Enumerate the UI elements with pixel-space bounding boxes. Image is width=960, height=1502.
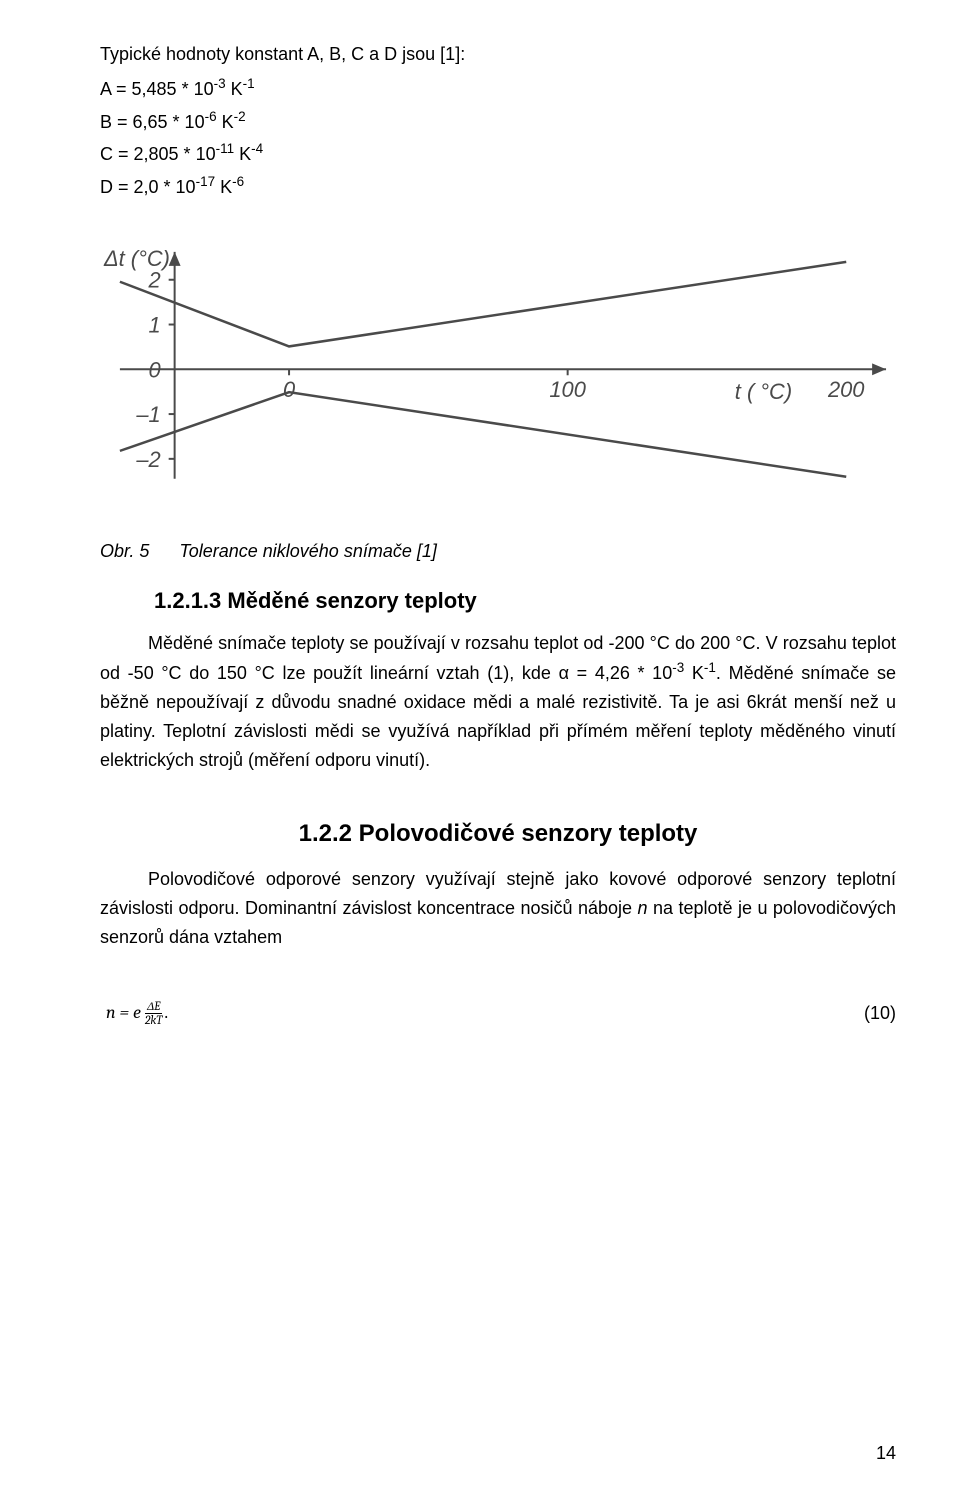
equation-10: n = e ΔE 2kT . (10): [100, 999, 896, 1028]
heading-1-2-2: 1.2.2 Polovodičové senzory teploty: [100, 815, 896, 853]
const-a-exp: -3: [214, 76, 226, 91]
equation-10-number: (10): [168, 999, 896, 1028]
heading-1-2-1-3-num: 1.2.1.3: [154, 588, 221, 613]
tolerance-chart: 2 1 0 –1 –2 0 100 200 Δt (°C) t ( °C): [100, 230, 896, 509]
p1-c: K: [684, 663, 704, 683]
constants-heading: Typické hodnoty konstant A, B, C a D jso…: [100, 40, 896, 69]
const-d-unit: K: [215, 177, 232, 197]
heading-1-2-2-title: Polovodičové senzory teploty: [352, 820, 697, 847]
const-d-exp: -17: [196, 174, 216, 189]
heading-1-2-1-3: 1.2.1.3 Měděné senzory teploty: [100, 583, 896, 618]
equation-10-body: n = e ΔE 2kT .: [100, 999, 168, 1028]
svg-text:200: 200: [827, 377, 865, 402]
svg-text:100: 100: [549, 377, 586, 402]
svg-text:Δt (°C): Δt (°C): [103, 246, 170, 271]
const-c-unit-exp: -4: [251, 141, 263, 156]
svg-text:–2: –2: [135, 447, 160, 472]
svg-text:0: 0: [149, 357, 161, 382]
svg-text:2: 2: [148, 268, 161, 293]
page-number: 14: [876, 1439, 896, 1468]
const-d-unit-exp: -6: [232, 174, 244, 189]
figure-5-prefix: Obr. 5: [100, 541, 149, 561]
eq-frac-num: ΔE: [145, 1000, 162, 1014]
const-b-unit-exp: -2: [234, 109, 246, 124]
const-a-unit: K: [226, 79, 243, 99]
svg-text:1: 1: [149, 312, 161, 337]
svg-text:–1: –1: [135, 402, 160, 427]
figure-5-text: Tolerance niklového snímače [1]: [179, 541, 436, 561]
const-c: C = 2,805 * 10-11 K-4: [100, 138, 896, 169]
const-c-unit: K: [234, 144, 251, 164]
const-b-exp: -6: [205, 109, 217, 124]
eq-frac-den: 2kT: [143, 1014, 164, 1027]
const-d: D = 2,0 * 10-17 K-6: [100, 171, 896, 202]
p1-d: -1: [704, 660, 716, 675]
heading-1-2-2-num: 1.2.2: [299, 820, 352, 847]
figure-5: 2 1 0 –1 –2 0 100 200 Δt (°C) t ( °C): [100, 230, 896, 509]
svg-text:t ( °C): t ( °C): [735, 379, 792, 404]
const-c-exp: -11: [216, 141, 235, 156]
const-a-unit-exp: -1: [243, 76, 255, 91]
const-a: A = 5,485 * 10-3 K-1: [100, 73, 896, 104]
const-b: B = 6,65 * 10-6 K-2: [100, 106, 896, 137]
p2-var: n: [638, 898, 648, 918]
eq-lhs: n = e: [106, 999, 141, 1028]
sec-1-2-2-p1: Polovodičové odporové senzory využívají …: [100, 865, 896, 951]
p1-b: -3: [672, 660, 684, 675]
svg-text:0: 0: [283, 377, 295, 402]
eq-fraction: ΔE 2kT: [143, 1000, 164, 1027]
const-b-unit: K: [217, 112, 234, 132]
const-a-base: A = 5,485 * 10: [100, 79, 214, 99]
const-b-base: B = 6,65 * 10: [100, 112, 205, 132]
sec-1-2-1-3-p1: Měděné snímače teploty se používají v ro…: [100, 629, 896, 775]
figure-5-caption: Obr. 5 Tolerance niklového snímače [1]: [100, 537, 896, 566]
heading-1-2-1-3-title: Měděné senzory teploty: [221, 588, 477, 613]
const-c-base: C = 2,805 * 10: [100, 144, 216, 164]
const-d-base: D = 2,0 * 10: [100, 177, 196, 197]
